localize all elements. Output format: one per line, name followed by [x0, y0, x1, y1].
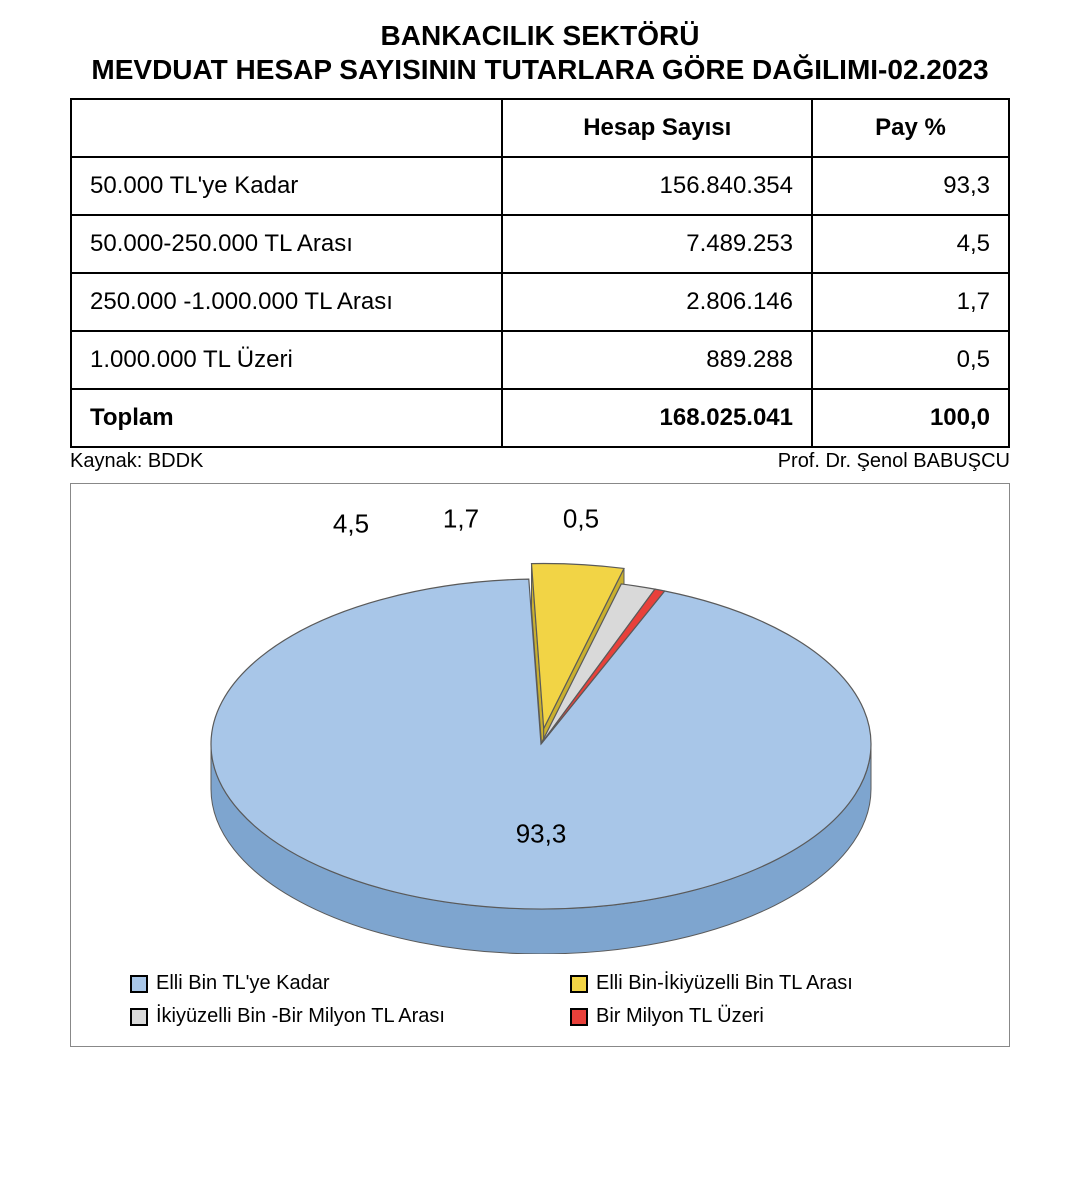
data-table: Hesap Sayısı Pay % 50.000 TL'ye Kadar156…: [70, 98, 1010, 448]
page: BANKACILIK SEKTÖRÜ MEVDUAT HESAP SAYISIN…: [0, 0, 1080, 1077]
footnote-author: Prof. Dr. Şenol BABUŞCU: [778, 450, 1010, 473]
title-block: BANKACILIK SEKTÖRÜ MEVDUAT HESAP SAYISIN…: [40, 20, 1040, 86]
legend-item: İkiyüzelli Bin -Bir Milyon TL Arası: [130, 1005, 510, 1028]
cell-category: 250.000 -1.000.000 TL Arası: [71, 273, 502, 331]
legend-item: Elli Bin TL'ye Kadar: [130, 972, 510, 995]
table-row: 1.000.000 TL Üzeri889.2880,5: [71, 331, 1009, 389]
footnotes: Kaynak: BDDK Prof. Dr. Şenol BABUŞCU: [70, 450, 1010, 473]
table-row: 50.000-250.000 TL Arası7.489.2534,5: [71, 215, 1009, 273]
header-category: [71, 99, 502, 157]
legend-swatch: [570, 1008, 588, 1026]
cell-count: 889.288: [502, 331, 812, 389]
legend-label: Elli Bin-İkiyüzelli Bin TL Arası: [596, 972, 853, 995]
cell-share: 0,5: [812, 331, 1009, 389]
header-share: Pay %: [812, 99, 1009, 157]
cell-category: 50.000-250.000 TL Arası: [71, 215, 502, 273]
legend-swatch: [570, 975, 588, 993]
table-row-total: Toplam168.025.041100,0: [71, 389, 1009, 447]
cell-category: 1.000.000 TL Üzeri: [71, 331, 502, 389]
slice-label: 0,5: [563, 504, 599, 535]
header-count: Hesap Sayısı: [502, 99, 812, 157]
cell-share: 93,3: [812, 157, 1009, 215]
title-line-1: BANKACILIK SEKTÖRÜ: [40, 20, 1040, 52]
cell-share: 1,7: [812, 273, 1009, 331]
footnote-source: Kaynak: BDDK: [70, 450, 203, 473]
cell-category: 50.000 TL'ye Kadar: [71, 157, 502, 215]
legend-item: Elli Bin-İkiyüzelli Bin TL Arası: [570, 972, 950, 995]
cell-category: Toplam: [71, 389, 502, 447]
pie-chart: 93,3 4,5 1,7 0,5: [91, 494, 991, 954]
legend-swatch: [130, 1008, 148, 1026]
table-row: 50.000 TL'ye Kadar156.840.35493,3: [71, 157, 1009, 215]
legend-label: Bir Milyon TL Üzeri: [596, 1005, 764, 1028]
legend-label: İkiyüzelli Bin -Bir Milyon TL Arası: [156, 1005, 445, 1028]
cell-share: 4,5: [812, 215, 1009, 273]
legend-swatch: [130, 975, 148, 993]
cell-count: 2.806.146: [502, 273, 812, 331]
table-header-row: Hesap Sayısı Pay %: [71, 99, 1009, 157]
title-line-2: MEVDUAT HESAP SAYISININ TUTARLARA GÖRE D…: [40, 54, 1040, 86]
slice-label: 93,3: [516, 819, 567, 850]
legend-item: Bir Milyon TL Üzeri: [570, 1005, 950, 1028]
slice-label: 4,5: [333, 509, 369, 540]
cell-count: 156.840.354: [502, 157, 812, 215]
legend-label: Elli Bin TL'ye Kadar: [156, 972, 330, 995]
legend: Elli Bin TL'ye Kadar Elli Bin-İkiyüzelli …: [130, 972, 950, 1028]
cell-count: 168.025.041: [502, 389, 812, 447]
cell-share: 100,0: [812, 389, 1009, 447]
chart-container: 93,34,51,70,5 Elli Bin TL'ye KadarElli B…: [70, 483, 1010, 1047]
slice-label: 1,7: [443, 504, 479, 535]
table-body: 50.000 TL'ye Kadar156.840.35493,350.000-…: [71, 157, 1009, 447]
table-row: 250.000 -1.000.000 TL Arası2.806.1461,7: [71, 273, 1009, 331]
cell-count: 7.489.253: [502, 215, 812, 273]
pie-svg: [91, 494, 991, 954]
